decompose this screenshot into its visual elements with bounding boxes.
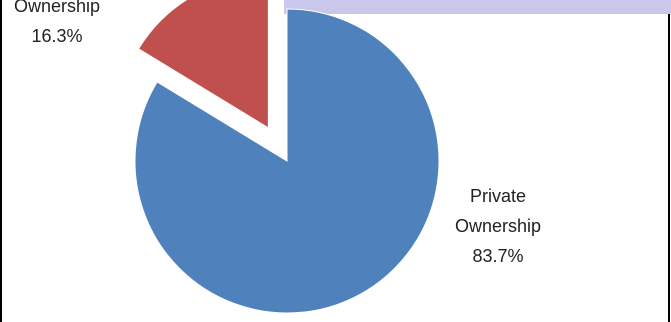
data-label-private-name-line1: Private: [469, 186, 527, 206]
pie-slice-public-ownership: [137, 0, 269, 129]
pie-slice-private-ownership: [134, 8, 440, 314]
data-label-public-ownership: Ownership 16.3%: [0, 0, 114, 51]
data-label-private-name-line2: Ownership: [454, 216, 542, 236]
pie-slices: [134, 0, 440, 314]
data-label-public-name: Ownership: [13, 0, 101, 16]
data-label-public-value: 16.3%: [31, 26, 83, 46]
top-highlight-bar: [284, 0, 671, 14]
data-label-private-value: 83.7%: [472, 246, 524, 266]
data-label-private-ownership: Private Ownership 83.7%: [440, 181, 556, 271]
